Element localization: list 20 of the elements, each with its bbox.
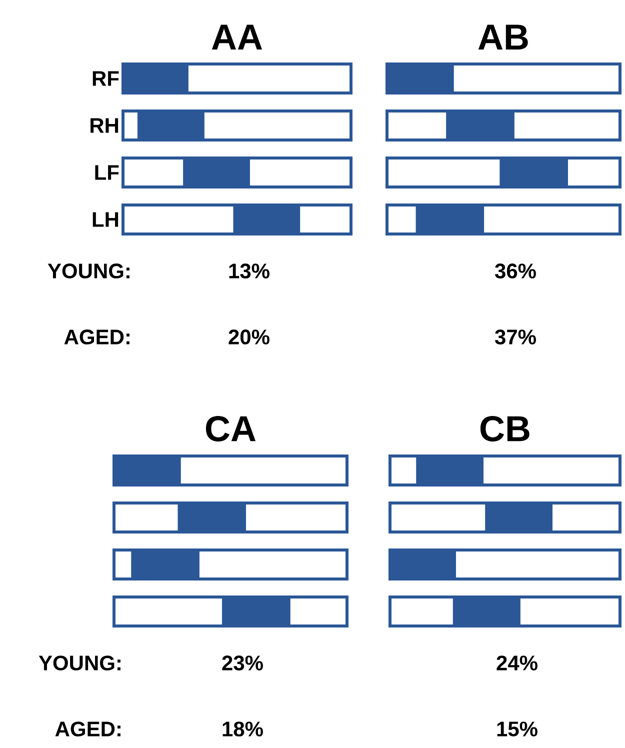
text: 24%	[496, 656, 538, 670]
text: YOUNG:	[38, 656, 120, 670]
y-tick-label: RH	[90, 118, 118, 133]
text: YOUNG:	[48, 264, 130, 278]
chart-title: AB	[478, 24, 528, 50]
text: AGED:	[55, 722, 120, 736]
chart-title: CB	[480, 416, 530, 442]
chart-title: AA	[212, 24, 262, 50]
y-tick-label: RF	[92, 71, 119, 86]
text: 15%	[497, 722, 538, 736]
text: 37%	[494, 330, 536, 344]
text: 13%	[229, 264, 270, 278]
text: 23%	[222, 656, 263, 670]
y-tick-label: LF	[95, 165, 119, 180]
chart-title: CA	[206, 416, 256, 442]
y-tick-label: LH	[92, 212, 118, 227]
text: AGED:	[64, 330, 130, 344]
text: 20%	[228, 330, 270, 344]
text: 18%	[222, 722, 263, 736]
text: 36%	[494, 264, 536, 278]
